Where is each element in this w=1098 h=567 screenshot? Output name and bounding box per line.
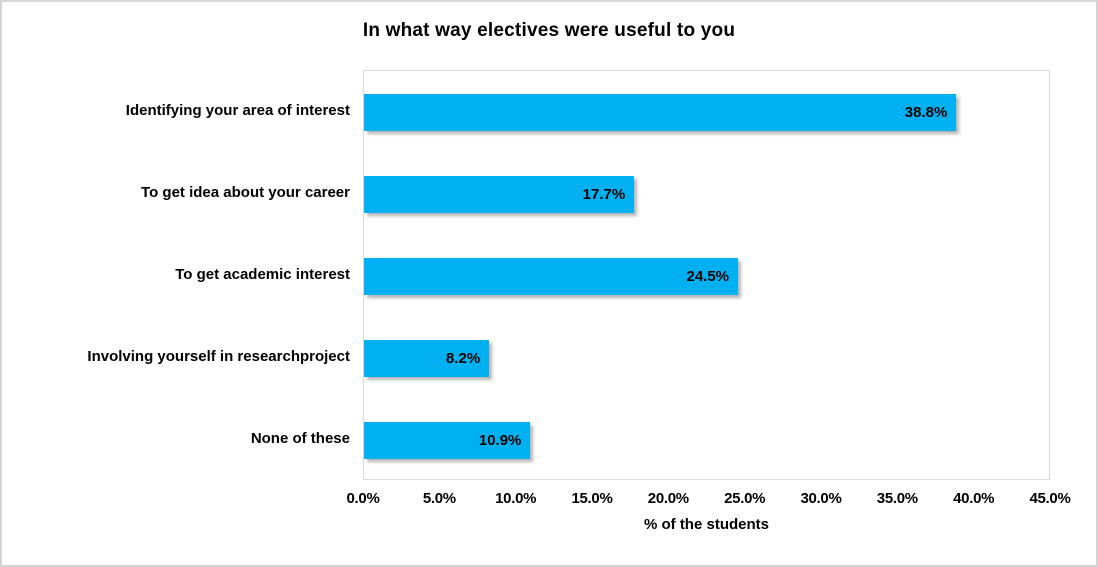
x-tick-label: 5.0% [422,490,456,507]
bar-data-label: 8.2% [445,349,481,367]
bar: 8.2% [364,339,490,377]
bar-data-label: 24.5% [686,267,730,285]
x-tick-label: 15.0% [571,490,613,507]
bar: 38.8% [364,93,957,131]
bar: 10.9% [364,421,531,459]
x-tick-label: 25.0% [724,490,766,507]
category-label: Involving yourself in researchproject [87,348,350,366]
category-label: To get idea about your career [141,184,350,202]
x-tick-label: 10.0% [495,490,537,507]
x-axis-title: % of the students [643,516,769,533]
category-label: To get academic interest [175,266,350,284]
x-tick-label: 35.0% [876,490,918,507]
bar-data-label: 17.7% [582,185,626,203]
x-tick-label: 30.0% [800,490,842,507]
bar-row: 8.2% [364,317,1049,399]
x-tick-label: 45.0% [1029,490,1071,507]
x-tick-label: 0.0% [346,490,380,507]
x-tick-label: 20.0% [647,490,689,507]
bar: 24.5% [364,257,739,295]
category-label: None of these [250,430,350,448]
chart-title: In what way electives were useful to you [362,20,736,41]
plot-area: 38.8% 17.7% 24.5% 8.2% 10.9% [363,70,1050,480]
bar-row: 17.7% [364,153,1049,235]
bar-data-label: 38.8% [904,103,948,121]
bar-row: 24.5% [364,235,1049,317]
category-label: Identifying your area of interest [125,102,350,120]
bar-row: 38.8% [364,71,1049,153]
bar-data-label: 10.9% [478,431,522,449]
bar-row: 10.9% [364,399,1049,481]
bar: 17.7% [364,175,635,213]
x-tick-label: 40.0% [953,490,995,507]
